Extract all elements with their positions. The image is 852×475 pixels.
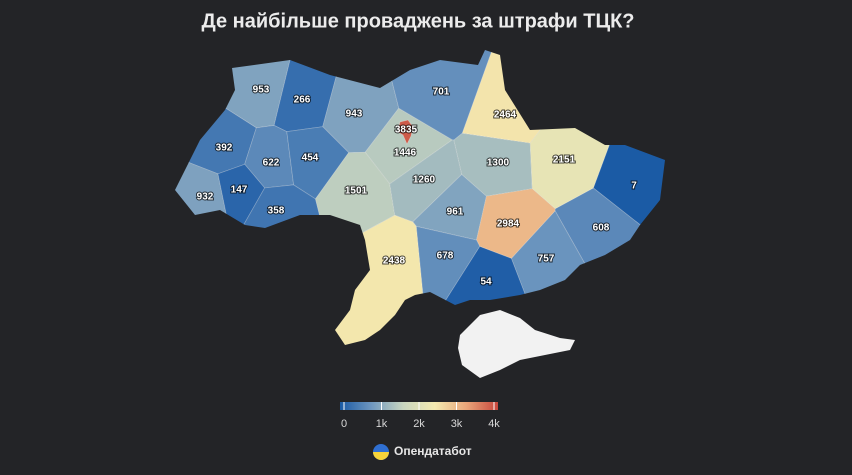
region-value: 54 <box>480 277 492 288</box>
region-value: 678 <box>437 251 454 262</box>
region-value: 1260 <box>413 175 436 186</box>
region-value: 7 <box>631 181 637 192</box>
region-labels: 953 266 943 3835 1446 701 2464 392 622 454 1300 215… <box>196 84 639 289</box>
region-value: 147 <box>231 185 248 196</box>
colorbar-tick-label: 2k <box>413 418 425 430</box>
region-value: 3835 <box>395 125 418 136</box>
legend: 0 1k 2k 3k 4k <box>340 402 500 430</box>
region-value: 701 <box>433 87 450 98</box>
colorbar-tick-label: 3k <box>451 418 463 430</box>
region-value: 961 <box>447 207 464 218</box>
region-value: 932 <box>197 192 214 203</box>
region-value: 1446 <box>394 148 417 159</box>
region-value: 757 <box>538 254 555 265</box>
crimea <box>458 310 575 378</box>
region-value: 622 <box>263 158 280 169</box>
region-value: 1300 <box>487 158 510 169</box>
region-value: 358 <box>268 206 285 217</box>
region-value: 266 <box>294 95 311 106</box>
region-value: 2438 <box>383 256 406 267</box>
region-value: 1501 <box>345 186 368 197</box>
region-value: 943 <box>346 109 363 120</box>
region-value: 608 <box>593 223 610 234</box>
region-value: 2464 <box>494 110 517 121</box>
colorbar-tick-label: 4k <box>488 418 500 430</box>
region-value: 392 <box>216 143 233 154</box>
title: Де найбільше проваджень за штрафи ТЦК? <box>201 10 634 32</box>
region-value: 2151 <box>553 155 576 166</box>
region-value: 454 <box>302 153 319 164</box>
colorbar-tick-label: 0 <box>341 418 347 430</box>
source: Опендатабот <box>394 444 472 458</box>
logo-half <box>373 452 389 460</box>
region <box>397 119 414 145</box>
colorbar-tick-label: 1k <box>376 418 388 430</box>
region-value: 2984 <box>497 219 520 230</box>
region-value: 953 <box>253 85 270 96</box>
